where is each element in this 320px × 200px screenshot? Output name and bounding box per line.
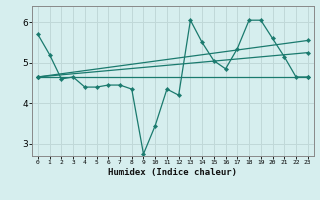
X-axis label: Humidex (Indice chaleur): Humidex (Indice chaleur) <box>108 168 237 177</box>
